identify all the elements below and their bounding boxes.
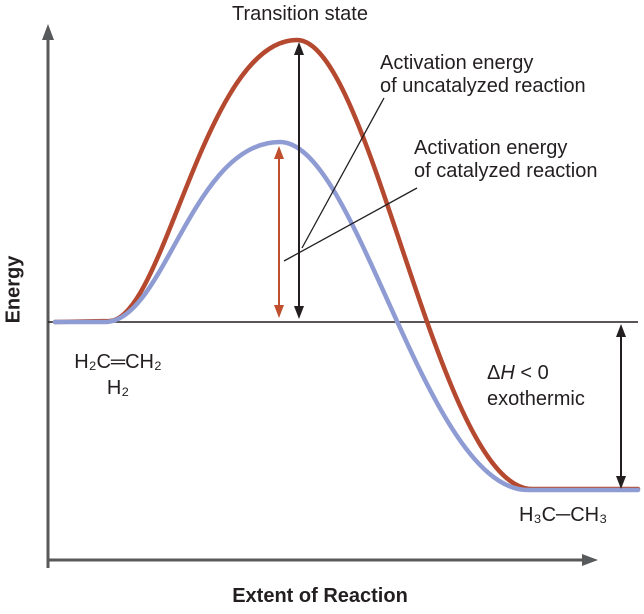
ea-uncatalyzed-line1: Activation energy	[380, 52, 534, 74]
y-axis-label: Energy	[2, 255, 25, 324]
enthalpy-label: ΔH < 0 exothermic	[487, 360, 585, 412]
enthalpy-symbol: H	[500, 362, 515, 384]
ea-uncatalyzed-line2: of uncatalyzed reaction	[380, 75, 586, 97]
catalyzed-reaction-curve	[52, 139, 641, 493]
catalyzed-ea-arrowhead-bottom-icon	[274, 305, 284, 318]
ea-catalyzed-label: Activation energy of catalyzed reaction	[414, 137, 597, 183]
uncatalyzed-ea-arrow	[294, 42, 304, 319]
enthalpy-relation: < 0	[514, 362, 549, 384]
catalyzed-ea-arrowhead-top-icon	[274, 146, 284, 159]
uncatalyzed-ea-arrowhead-bottom-icon	[294, 306, 304, 319]
delta-h-arrow	[616, 324, 626, 489]
y-axis-arrowhead-icon	[42, 24, 54, 40]
uncatalyzed-leader-line	[301, 97, 385, 249]
delta-symbol: Δ	[487, 362, 501, 384]
reactant-formula: H₂C═CH₂	[74, 351, 162, 373]
uncatalyzed-ea-arrowhead-top-icon	[294, 42, 304, 55]
catalyzed-leader-line	[283, 187, 418, 262]
delta-h-arrowhead-top-icon	[616, 324, 626, 337]
ea-catalyzed-line1: Activation energy	[414, 137, 568, 159]
enthalpy-expression: ΔH < 0	[487, 360, 585, 386]
ea-catalyzed-line2: of catalyzed reaction	[414, 160, 598, 182]
uncatalyzed-reaction-curve	[52, 37, 641, 492]
reactant-formula-label: H₂C═CH₂ H₂	[60, 349, 176, 401]
transition-state-label: Transition state	[232, 3, 368, 25]
product-formula-label: H₃C─CH₃	[519, 504, 608, 526]
reactant-hydrogen: H₂	[106, 377, 130, 399]
exothermic-label: exothermic	[487, 388, 585, 410]
catalyzed-ea-arrow	[274, 146, 284, 318]
x-axis-label: Extent of Reaction	[232, 585, 408, 607]
delta-h-arrowhead-bottom-icon	[616, 476, 626, 489]
x-axis-arrowhead-icon	[582, 554, 598, 566]
ea-uncatalyzed-label: Activation energy of uncatalyzed reactio…	[380, 52, 586, 98]
